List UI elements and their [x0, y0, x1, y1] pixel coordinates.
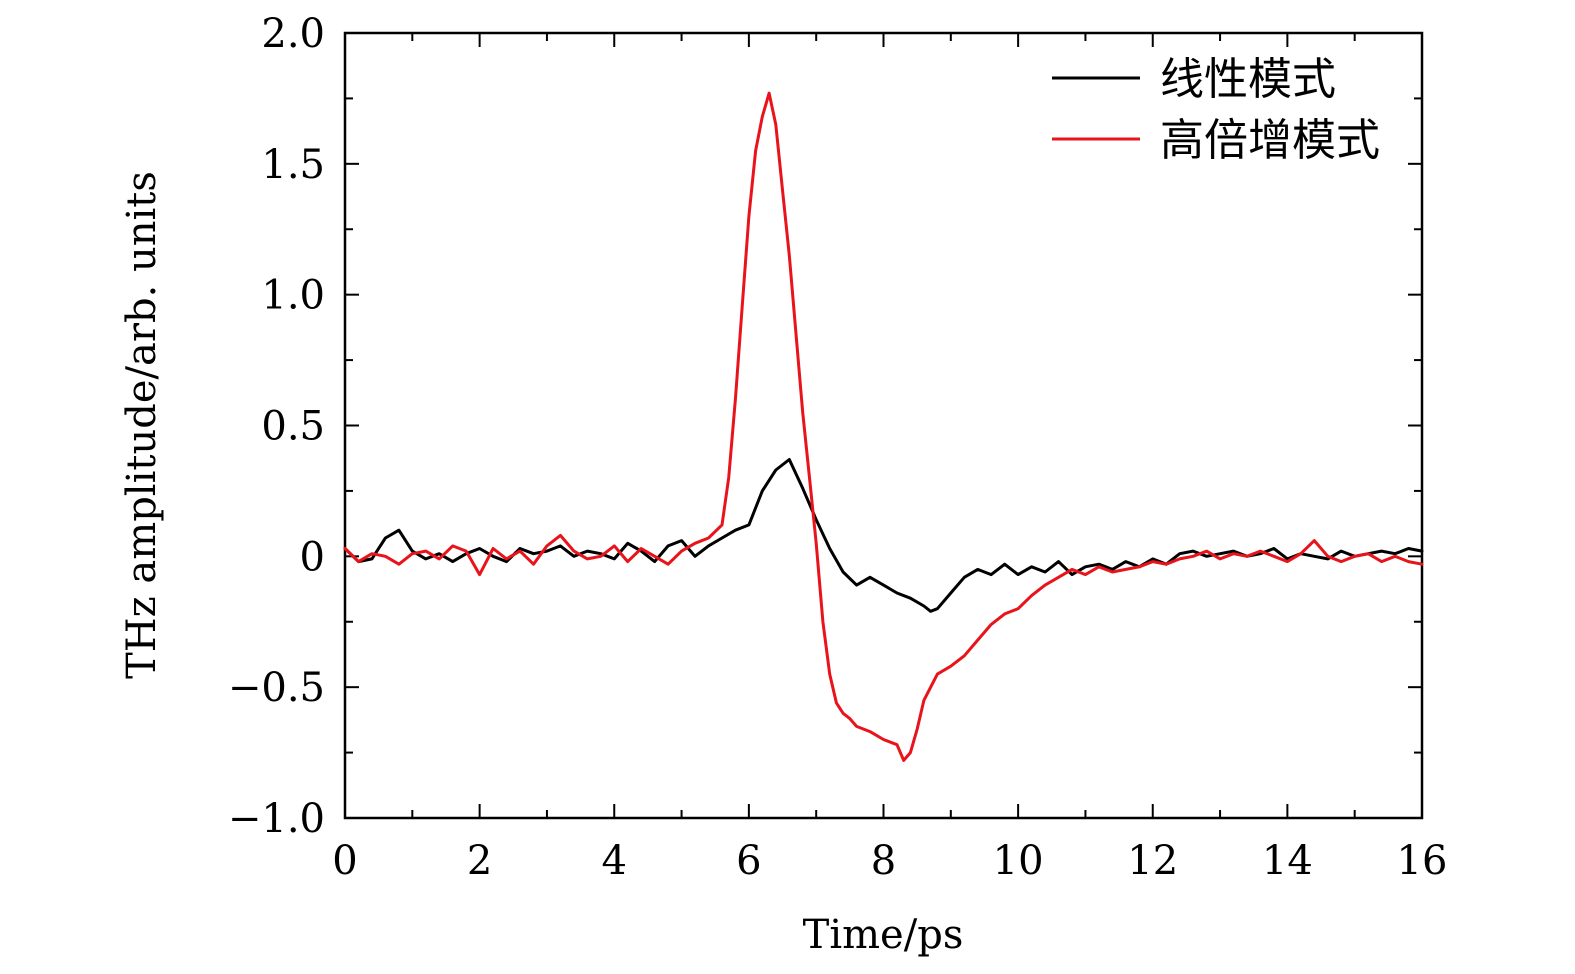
x-tick-label: 12	[1127, 838, 1178, 884]
y-tick-label: 0	[300, 534, 325, 580]
x-tick-label: 6	[736, 838, 761, 884]
legend: 线性模式 高倍增模式	[1052, 54, 1380, 166]
x-tick-label: 0	[332, 838, 357, 884]
x-tick-label: 8	[871, 838, 896, 884]
x-tick-label: 10	[993, 838, 1044, 884]
y-tick-label: −0.5	[228, 665, 325, 711]
y-tick-label: 1.0	[261, 273, 325, 319]
y-tick-label: −1.0	[228, 796, 325, 842]
y-tick-label: 1.5	[261, 142, 325, 188]
series-line-linear-mode	[343, 458, 1424, 613]
tick-labels: 0 2 4 6 8 10 12 14 16 −1.0 −0.5 0 0.5 1.0 1.5 2.0	[228, 11, 1448, 884]
legend-label-linear-mode: 线性模式	[1160, 54, 1336, 105]
x-tick-label: 14	[1262, 838, 1313, 884]
x-tick-label: 16	[1397, 838, 1448, 884]
y-tick-label: 2.0	[261, 11, 325, 57]
series-line-high-gain-mode	[343, 91, 1424, 762]
y-tick-label: 0.5	[261, 404, 325, 450]
legend-label-high-gain-mode: 高倍增模式	[1160, 115, 1380, 166]
y-axis-title: THz amplitude/arb. units	[119, 171, 165, 679]
tick-marks	[344, 32, 1423, 819]
x-tick-label: 4	[602, 838, 627, 884]
series-lines	[343, 91, 1424, 762]
x-axis-title: Time/ps	[803, 912, 964, 958]
x-tick-label: 2	[467, 838, 492, 884]
